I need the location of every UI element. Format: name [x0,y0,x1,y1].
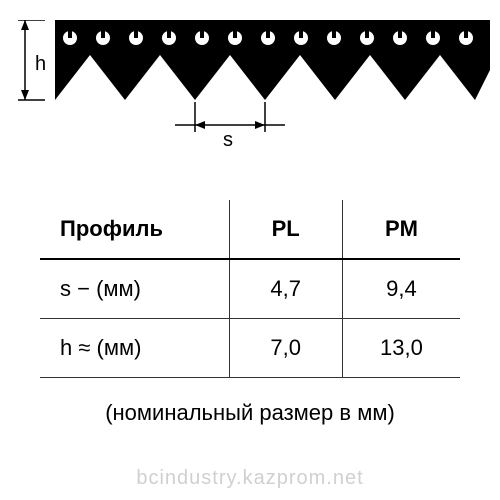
belt-svg: h [10,20,490,150]
s-label: s [223,129,233,150]
row-s-pm: 9,4 [342,259,460,319]
col-header-pm: PM [342,200,460,259]
h-label: h [35,53,46,75]
col-header-pl: PL [229,200,342,259]
belt-body [55,20,490,100]
row-h-label: h ≈ (мм) [40,319,229,378]
row-h-pm: 13,0 [342,319,460,378]
row-s-pl: 4,7 [229,259,342,319]
table-row: s − (мм) 4,7 9,4 [40,259,460,319]
row-h-pl: 7,0 [229,319,342,378]
belt-profile-diagram: h [10,20,490,150]
table-row: h ≈ (мм) 7,0 13,0 [40,319,460,378]
watermark-text: bcindustry.kazprom.net [0,467,500,490]
dimensions-table: Профиль PL PM s − (мм) 4,7 9,4 h ≈ (мм) … [40,200,460,378]
caption-text: (номинальный размер в мм) [0,400,500,426]
row-s-label: s − (мм) [40,259,229,319]
col-header-profile: Профиль [40,200,229,259]
